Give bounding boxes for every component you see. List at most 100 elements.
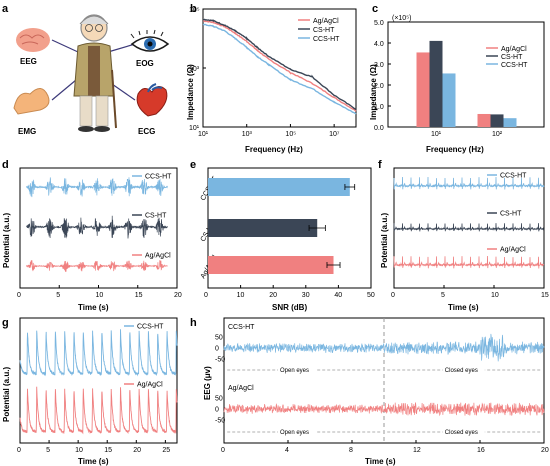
e-xtick-label: 0 [204,292,208,299]
panel-g-ylabel: Potential (a.u.) [2,367,11,422]
h-annotation-bg [278,366,316,373]
legend-label-CS-HT: CS-HT [501,54,523,61]
e-xtick-label: 30 [302,292,310,299]
panel-g-frame [19,317,178,444]
c-ytick-label: 3.0 [374,62,384,69]
b-xtick-label: 10⁵ [285,131,296,138]
c-ytick-label: 1.0 [374,104,384,111]
panel-g-xlabel: Time (s) [78,457,109,466]
d-xtick-label: 5 [56,292,60,299]
g-trace-CCS-HT [19,329,178,377]
b-xtick-label: 10³ [242,131,253,138]
panel-b-ticks: 10¹ 10³ 10⁵ 10⁷ 10¹ 10³ 10⁵ [189,7,340,138]
panel-f-traces: CCS-HT CS-HT Ag/AgCl [393,173,545,269]
g-xtick-label: 25 [162,447,170,454]
b-xtick-label: 10⁷ [329,131,340,138]
panel-e-bars [208,178,356,274]
panel-c-ylabel: Impedance (Ω) [369,64,378,120]
b-ytick-label: 10⁵ [189,7,200,14]
panel-h-xlabel: Time (s) [365,457,396,466]
signal-label-eog: EOG [136,59,154,68]
c-ytick-label: 2.0 [374,83,384,90]
signal-label-ecg: ECG [138,127,155,136]
c-ytick-label: 0.0 [374,125,384,132]
c-ytick-label: 5.0 [374,20,384,27]
panel-d-ticks: 0 5 10 15 20 [17,285,182,299]
panel-b-series [202,18,357,115]
g-xtick-label: 0 [17,447,21,454]
h-series-label-Ag/AgCl: Ag/AgCl [228,385,254,392]
d-trace-CS-HT [26,215,168,239]
panel-e-label: e [190,159,196,171]
d-legend-label-Ag/AgCl: Ag/AgCl [145,253,171,260]
heart-icon [136,83,168,117]
f-xtick-label: 5 [441,292,445,299]
f-legend-label-CCS-HT: CCS-HT [500,173,527,180]
panel-g-traces: CCS-HT Ag/AgCl [19,324,178,435]
panel-f-label: f [378,159,382,171]
e-xtick-label: 50 [367,292,375,299]
b-ytick-label: 10³ [189,66,200,73]
h-xtick-label: 8 [349,447,353,454]
c-xtick-label: 10¹ [431,131,442,138]
f-xtick-label: 15 [541,292,549,299]
e-bar-CCS-HT [208,178,350,196]
h-annotation-bg [442,366,485,373]
panel-d-traces: CCS-HT CS-HT Ag/AgCl [25,174,172,272]
h-ytick-label: 0 [215,407,219,414]
e-xtick-label: 40 [334,292,342,299]
b-series-Ag/AgCl [202,20,357,112]
b-xtick-label: 10¹ [198,131,209,138]
brain-icon [16,28,50,52]
person-icon [73,14,117,132]
e-xtick-label: 20 [269,292,277,299]
panel-f-xlabel: Time (s) [448,303,479,312]
h-ytick-label: 0 [215,346,219,353]
d-xtick-label: 20 [174,292,182,299]
e-xtick-label: 10 [237,292,245,299]
g-xtick-label: 5 [46,447,50,454]
panel-g-label: g [2,317,9,329]
h-annotation-open: Open eyes [280,430,309,436]
h-xtick-label: 12 [413,447,421,454]
c-bar-CCS-HT [442,73,456,127]
b-series-CS-HT [202,18,357,111]
f-legend-label-Ag/AgCl: Ag/AgCl [500,247,526,254]
e-bar-CS-HT [208,219,318,237]
panel-g-ticks: 0 5 10 15 20 25 [17,440,170,454]
e-bar-Ag/AgCl [208,256,334,274]
g-legend-label-Ag/AgCl: Ag/AgCl [137,382,163,389]
panel-d-ylabel: Potential (a.u.) [2,213,11,268]
h-annotation-closed: Closed eyes [445,430,478,436]
legend-label-Ag/AgCl: Ag/AgCl [313,18,339,25]
g-trace-Ag/AgCl [19,386,178,435]
signal-label-eeg: EEG [20,57,37,66]
h-annotation-open: Open eyes [280,368,309,374]
panel-a: a EEG EOG [2,3,170,136]
f-trace-CS-HT [393,223,545,232]
d-legend-label-CCS-HT: CCS-HT [145,174,172,181]
h-trace-Ag/AgCl [223,402,545,417]
eye-icon [130,29,170,52]
g-xtick-label: 15 [104,447,112,454]
c-bar-Ag/AgCl [477,113,491,127]
panel-d-xlabel: Time (s) [78,303,109,312]
legend-label-CCS-HT: CCS-HT [313,36,340,43]
panel-e-xlabel: SNR (dB) [272,303,307,312]
d-xtick-label: 10 [96,292,104,299]
h-annotation-bg [442,428,485,435]
legend-label-CS-HT: CS-HT [313,27,335,34]
b-ytick-label: 10¹ [189,125,200,132]
panel-b-legend: Ag/AgCl CS-HT CCS-HT [298,18,340,43]
panel-c-bars [416,40,517,128]
f-legend-label-CS-HT: CS-HT [500,211,522,218]
signal-label-emg: EMG [18,127,36,136]
h-xtick-label: 0 [221,447,225,454]
panel-f-ticks: 0 5 10 15 [391,285,549,299]
h-trace-CCS-HT [223,333,545,362]
panel-c-xlabel: Frequency (Hz) [426,145,484,154]
g-legend-label-CCS-HT: CCS-HT [137,324,164,331]
